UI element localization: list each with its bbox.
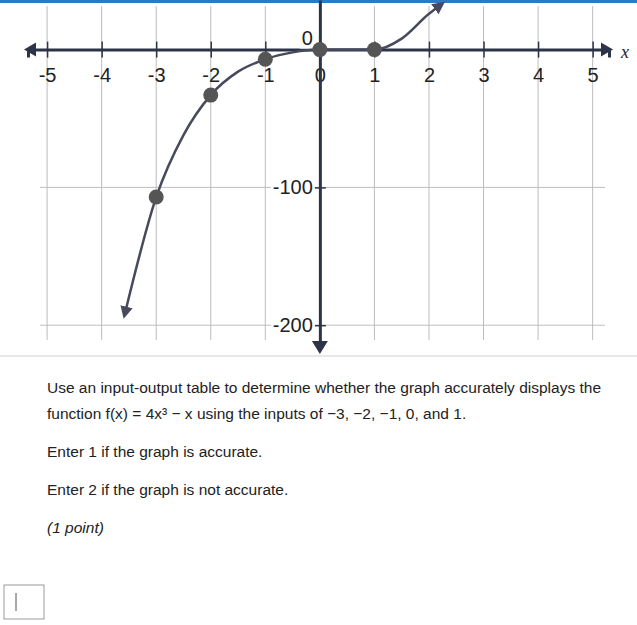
x-tick-mark bbox=[538, 42, 540, 58]
y-tick-label-bg bbox=[271, 176, 315, 198]
y-tick-label-bg bbox=[271, 314, 315, 336]
axis-arrow bbox=[24, 43, 36, 57]
grid-line-x bbox=[483, 6, 484, 340]
x-tick-label: 2 bbox=[424, 64, 435, 86]
x-tick-label: 5 bbox=[588, 64, 599, 86]
x-tick-label: 3 bbox=[478, 64, 489, 86]
top-bar bbox=[0, 0, 637, 3]
prompt-line: Use an input-output table to determine w… bbox=[47, 379, 601, 396]
y-tick-mark bbox=[314, 187, 326, 189]
caret bbox=[16, 593, 17, 611]
grid-line-x bbox=[47, 6, 48, 340]
x-tick-mark bbox=[211, 42, 213, 58]
y-tick: -100 bbox=[271, 176, 326, 198]
points: (1 point) bbox=[47, 519, 104, 536]
y-tick-label: 0 bbox=[302, 27, 313, 49]
y-tick-mark bbox=[314, 325, 326, 327]
point bbox=[149, 190, 164, 205]
x-tick: 2 bbox=[424, 42, 435, 86]
x-tick: -1 bbox=[257, 42, 275, 86]
point bbox=[203, 88, 218, 103]
y-tick: -200 bbox=[271, 314, 326, 336]
x-tick: 3 bbox=[478, 42, 489, 86]
x-tick: -4 bbox=[93, 42, 111, 86]
prompt-line: function f(x) = 4x³ − x using the inputs… bbox=[47, 405, 466, 422]
x-tick: -2 bbox=[202, 42, 220, 86]
x-tick-label: 1 bbox=[369, 64, 380, 86]
x-tick-label: -4 bbox=[93, 64, 111, 86]
curve bbox=[125, 6, 440, 313]
x-tick-mark bbox=[429, 42, 431, 58]
grid-line-x bbox=[101, 6, 102, 340]
grid-line-x bbox=[538, 6, 539, 340]
x-tick: 5 bbox=[588, 42, 599, 86]
x-tick-mark bbox=[592, 42, 594, 58]
x-tick-label: -5 bbox=[39, 64, 57, 86]
page: -5-4-3-2-1012345x-200-1000Use an input-o… bbox=[0, 0, 637, 625]
point bbox=[258, 52, 273, 67]
x-tick-mark bbox=[156, 42, 158, 58]
axis-arrow bbox=[312, 341, 328, 354]
grid bbox=[40, 6, 605, 340]
x-tick-label: 4 bbox=[533, 64, 544, 86]
answer-box[interactable] bbox=[4, 585, 44, 619]
grid-line-x bbox=[592, 6, 593, 340]
x-tick-label: -1 bbox=[257, 64, 275, 86]
option-line: Enter 2 if the graph is not accurate. bbox=[47, 481, 288, 498]
x-tick-mark bbox=[101, 42, 103, 58]
x-axis-title: x bbox=[620, 42, 629, 62]
grid-line-y bbox=[40, 187, 605, 188]
point bbox=[367, 42, 382, 57]
axis-arrow bbox=[601, 43, 613, 57]
grid-line-x bbox=[156, 6, 157, 340]
x-tick: -5 bbox=[39, 42, 57, 86]
x-tick-mark bbox=[483, 42, 485, 58]
option-line: Enter 1 if the graph is accurate. bbox=[47, 443, 262, 460]
point bbox=[312, 42, 327, 57]
x-tick: -3 bbox=[148, 42, 166, 86]
grid-line-x bbox=[428, 6, 429, 340]
plot-area bbox=[125, 6, 440, 313]
y-tick-label: -100 bbox=[273, 176, 313, 198]
x-tick: 4 bbox=[533, 42, 544, 86]
x-tick-label: -3 bbox=[148, 64, 166, 86]
y-tick-label-bg bbox=[300, 27, 315, 49]
grid-line-y bbox=[40, 325, 605, 326]
separator bbox=[0, 356, 637, 357]
y-tick-label: -200 bbox=[273, 314, 313, 336]
x-tick-mark bbox=[47, 42, 49, 58]
x-tick-label: -2 bbox=[202, 64, 220, 86]
grid-line-x bbox=[210, 6, 211, 340]
